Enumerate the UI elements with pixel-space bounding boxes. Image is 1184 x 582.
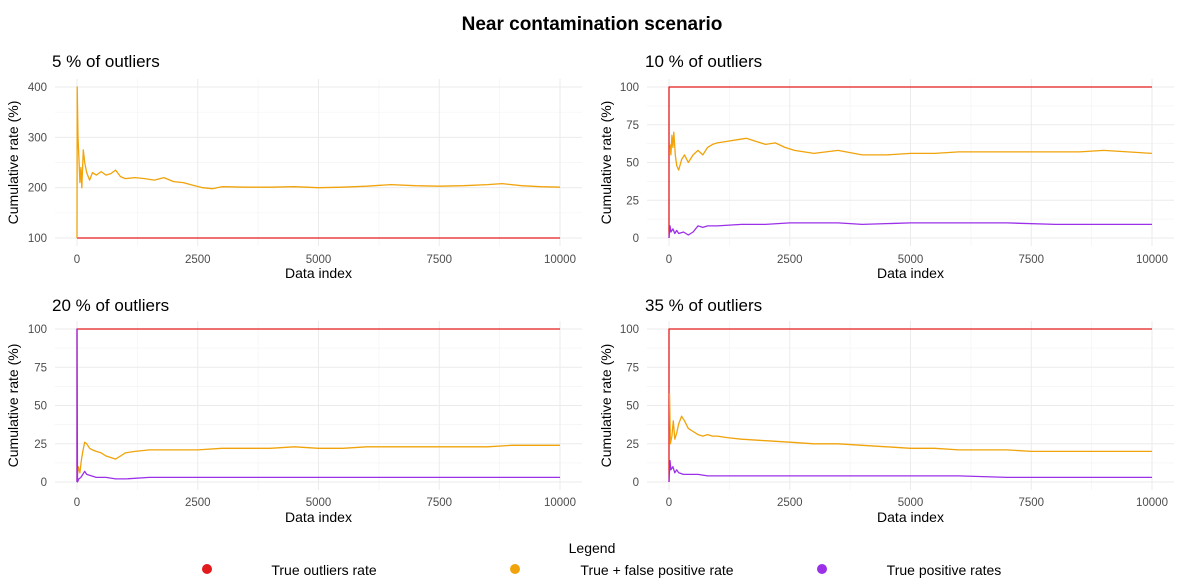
x-tick-label: 0 (666, 497, 672, 509)
x-tick-label: 10000 (544, 254, 576, 266)
x-tick-label: 5000 (306, 497, 332, 509)
gridlines (647, 321, 1174, 490)
legend-item-true-outliers-rate: True outliers rate (202, 562, 377, 578)
x-tick-label: 5000 (898, 254, 924, 266)
series-line-true-outliers-rate (668, 328, 1152, 482)
panel-1: 5 % of outliers 100 200 300 400 0 2500 5000 7500… (5, 52, 582, 281)
x-tick-label: 2500 (777, 497, 803, 509)
series-line-true-outliers-rate (668, 86, 1152, 238)
y-axis-label: Cumulative rate (%) (598, 344, 614, 468)
legend-label-true-outliers-rate: True outliers rate (271, 562, 377, 578)
y-tick-label: 200 (28, 183, 47, 195)
x-tick-label: 10000 (1136, 254, 1168, 266)
y-axis-label: Cumulative rate (%) (598, 101, 614, 225)
series-line-true-positive-rates (668, 459, 1152, 483)
series-line-true-false-positive-rate (76, 441, 560, 479)
panel-title: 20 % of outliers (52, 296, 169, 315)
gridlines (55, 321, 582, 490)
legend-dot-true-positive-rates (817, 564, 827, 574)
y-tick-label: 0 (633, 233, 639, 245)
x-tick-label: 5000 (898, 497, 924, 509)
panel-4: 35 % of outliers 0 25 50 75 100 0 2500 5000 7500 1… (598, 296, 1174, 525)
y-tick-label: 100 (28, 233, 47, 245)
y-axis-label: Cumulative rate (%) (5, 101, 21, 225)
gridlines (55, 79, 582, 246)
x-tick-label: 0 (74, 497, 80, 509)
y-tick-label: 75 (626, 120, 639, 132)
x-tick-label: 10000 (544, 497, 576, 509)
x-tick-label: 0 (666, 254, 672, 266)
panel-title: 5 % of outliers (52, 52, 160, 71)
panel-2: 10 % of outliers 0 25 50 75 100 0 2500 5000 7500 1… (598, 52, 1174, 281)
legend-dot-true-outliers-rate (202, 564, 212, 574)
y-tick-label: 400 (28, 82, 47, 94)
series-line-true-false-positive-rate (76, 86, 561, 239)
y-tick-label: 25 (34, 439, 47, 451)
panel-title: 10 % of outliers (645, 52, 762, 71)
series-line-true-positive-rates (76, 328, 560, 483)
x-axis-label: Data index (285, 265, 352, 281)
series-line-true-false-positive-rate (668, 393, 1152, 453)
y-tick-label: 50 (626, 401, 639, 413)
legend-dot-true-false-positive-rate (510, 564, 520, 574)
y-tick-label: 100 (620, 324, 639, 336)
y-tick-label: 25 (626, 195, 639, 207)
x-tick-label: 0 (74, 254, 80, 266)
series-line-true-positive-rates (668, 222, 1152, 239)
x-tick-label: 7500 (426, 497, 452, 509)
legend-item-true-positive-rates: True positive rates (817, 562, 1001, 578)
x-tick-label: 2500 (777, 254, 803, 266)
y-tick-label: 75 (626, 362, 639, 374)
legend-item-true-false-positive-rate: True + false positive rate (510, 562, 734, 578)
y-tick-label: 75 (34, 362, 47, 374)
y-tick-label: 0 (633, 477, 639, 489)
legend-title: Legend (569, 540, 616, 556)
y-axis-label: Cumulative rate (%) (5, 344, 21, 468)
x-tick-label: 7500 (1018, 254, 1044, 266)
y-tick-label: 50 (626, 158, 639, 170)
figure-title: Near contamination scenario (462, 14, 723, 35)
series-line-true-false-positive-rate (669, 131, 1153, 171)
y-tick-label: 0 (41, 477, 47, 489)
x-tick-label: 2500 (185, 497, 211, 509)
y-tick-label: 100 (28, 324, 47, 336)
y-tick-label: 100 (620, 82, 639, 94)
x-tick-label: 5000 (306, 254, 332, 266)
x-tick-label: 7500 (1018, 497, 1044, 509)
x-tick-label: 7500 (426, 254, 452, 266)
gridlines (647, 79, 1174, 246)
y-tick-label: 300 (28, 132, 47, 144)
legend-label-true-false-positive-rate: True + false positive rate (580, 562, 733, 578)
legend: Legend True outliers rate True + false p… (202, 540, 1001, 578)
x-tick-label: 2500 (185, 254, 211, 266)
x-axis-label: Data index (877, 265, 944, 281)
y-tick-label: 25 (626, 439, 639, 451)
x-tick-label: 10000 (1136, 497, 1168, 509)
x-axis-label: Data index (877, 509, 944, 525)
y-tick-label: 50 (34, 401, 47, 413)
panel-title: 35 % of outliers (645, 296, 762, 315)
legend-label-true-positive-rates: True positive rates (887, 562, 1002, 578)
panel-3: 20 % of outliers 0 25 50 75 100 0 2500 5000 7500 1… (5, 296, 582, 525)
x-axis-label: Data index (285, 509, 352, 525)
